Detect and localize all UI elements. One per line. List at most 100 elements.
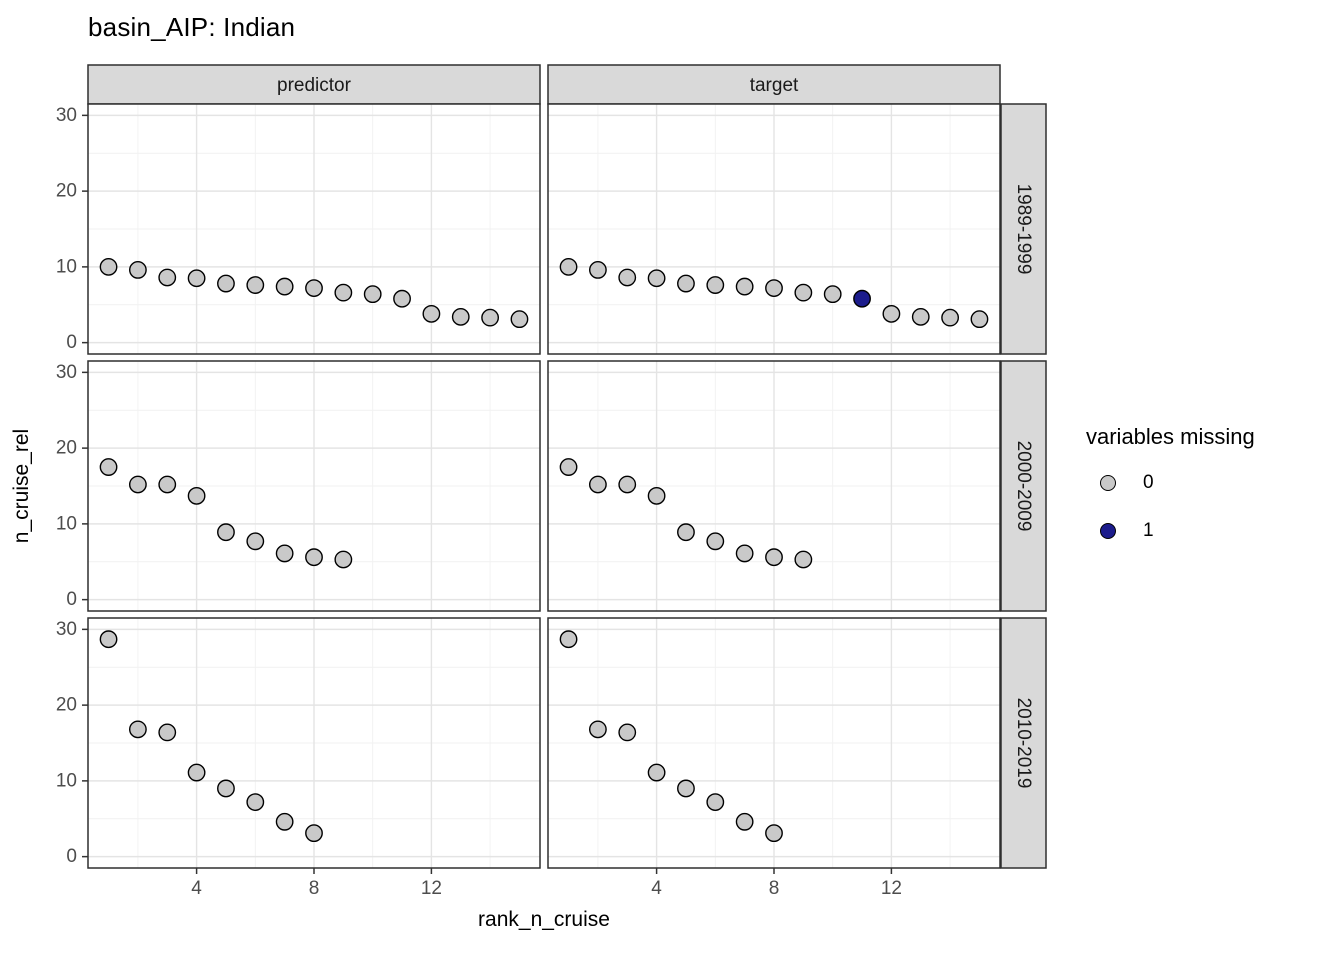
legend-title: variables missing [1086,424,1255,449]
data-point [706,276,725,294]
x-axis-title: rank_n_cruise [478,908,610,931]
panel-predictor-1989-1999 [87,103,541,355]
facet-strip-box [87,64,541,105]
data-point [217,779,235,798]
data-point [275,812,294,831]
data-point [706,793,725,811]
panel-target-2000-2009 [547,360,1001,612]
y-tick-label: 10 [56,256,77,277]
data-point [970,310,989,329]
y-tick-label: 0 [66,846,77,867]
data-point [99,257,118,276]
data-point [647,269,666,288]
data-point [128,261,147,279]
data-point [363,285,382,304]
facet-strip-box [1000,617,1047,869]
x-tick-label: 12 [881,878,902,899]
data-point [588,261,607,279]
facet-strip-box [1000,360,1047,612]
plot-title: basin_AIP: Indian [88,12,296,42]
data-point [158,723,177,742]
facet-strip-label: 2000-2009 [1013,441,1034,532]
y-tick-label: 30 [56,619,77,640]
data-point [510,310,529,329]
data-point [911,307,930,326]
data-point [275,277,294,296]
y-axis-row-1989-1999: 0 10 20 30 [56,105,88,353]
data-point [187,763,206,782]
facet-strip-box [1000,103,1047,355]
y-axis-row-2010-2019: 0 10 20 30 [56,619,88,867]
data-point [158,268,177,287]
facet-strip-label: target [750,75,799,96]
panel-predictor-2010-2019 [87,617,541,869]
panel-border [87,103,541,355]
y-tick-label: 30 [56,105,77,126]
panel-target-1989-1999 [547,103,1001,355]
y-tick-label: 0 [66,332,77,353]
panel-predictor-2000-2009 [87,360,541,612]
data-point [559,458,578,476]
x-axis-col-predictor: 4 8 12 [191,868,442,899]
y-axis-title: n_cruise_rel [10,428,33,544]
data-point [187,269,206,288]
data-point [128,720,147,739]
data-point [334,283,353,302]
data-point [823,285,842,304]
legend: variables missing 0 1 [1086,424,1336,568]
facet-row-strip-2000-2009: 2000-2009 [1000,360,1047,612]
y-tick-label: 30 [56,362,77,383]
data-point [677,274,695,293]
legend-item-missing-1: 1 [1100,520,1336,542]
data-point [451,307,470,326]
y-tick-label: 20 [56,181,77,202]
x-axis-col-target: 4 8 12 [651,868,902,899]
data-point [618,475,637,494]
data-point [158,475,177,494]
data-point [647,486,666,505]
data-point [99,630,118,649]
facet-strip-box [547,64,1001,105]
y-tick-label: 10 [56,770,77,791]
data-point [647,763,666,782]
y-tick-label: 10 [56,513,77,534]
data-point [677,779,695,798]
x-tick-label: 4 [191,878,202,899]
data-point [217,274,235,293]
data-point [559,630,578,649]
data-point [246,793,265,811]
data-point [246,532,265,551]
data-point [618,723,637,742]
data-point [735,277,754,296]
data-point [99,458,118,476]
panel-border [547,103,1001,355]
y-tick-label: 20 [56,438,77,459]
data-point [794,283,813,302]
data-point [765,548,783,567]
panel-border [547,360,1001,612]
data-point [677,523,695,542]
legend-item-label: 0 [1143,472,1154,493]
data-point [422,304,441,323]
data-point [794,550,813,569]
y-tick-label: 20 [56,695,77,716]
legend-swatch-grey-circle-icon [1100,475,1116,491]
legend-item-label: 1 [1143,520,1154,541]
data-point [275,544,294,563]
data-point [588,475,607,494]
data-point [765,824,783,843]
data-point [305,548,323,567]
data-point [481,308,500,327]
data-point [706,532,725,551]
data-point [305,824,323,843]
x-tick-label: 12 [421,878,442,899]
panel-target-2010-2019 [547,617,1001,869]
legend-item-missing-0: 0 [1100,472,1336,494]
facet-col-strip-predictor: predictor [87,64,541,105]
data-point [853,289,871,308]
facet-row-strip-1989-1999: 1989-1999 [1000,103,1047,355]
data-point [941,308,960,327]
facet-strip-label: predictor [277,75,352,96]
